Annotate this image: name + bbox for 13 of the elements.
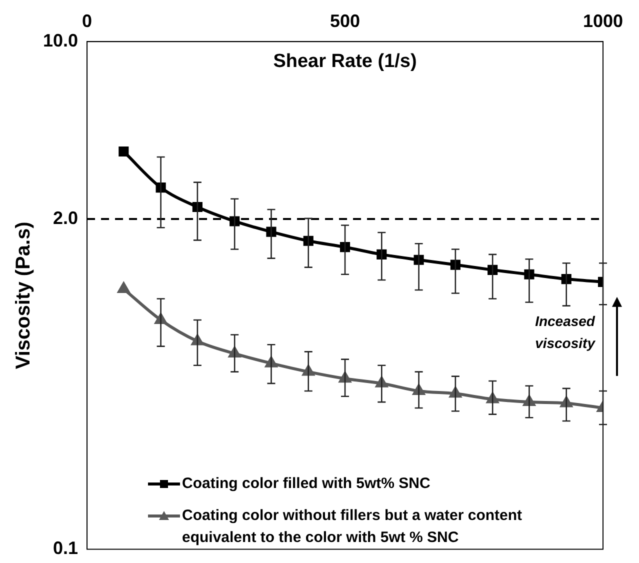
y-tick-label: 2.0 — [53, 208, 78, 228]
y-axis-title: Viscosity (Pa.s) — [12, 222, 35, 370]
legend-label: Coating color without fillers but a water content equivalent to the color with 5wt % SNC — [182, 506, 524, 548]
legend-label: Coating color filled with 5wt% SNC — [182, 474, 430, 494]
point — [118, 146, 129, 157]
x-tick-label: 500 — [330, 10, 360, 31]
y-tick-label: 0.1 — [53, 538, 78, 558]
y-tick-label: 10.0 — [42, 30, 78, 51]
x-tick-label: 1000 — [582, 10, 624, 31]
x-axis-title: Shear Rate (1/s) — [273, 50, 417, 72]
x-tick-label: 0 — [82, 10, 92, 31]
point — [118, 282, 130, 293]
annotation: Inceased viscosity — [535, 312, 596, 351]
